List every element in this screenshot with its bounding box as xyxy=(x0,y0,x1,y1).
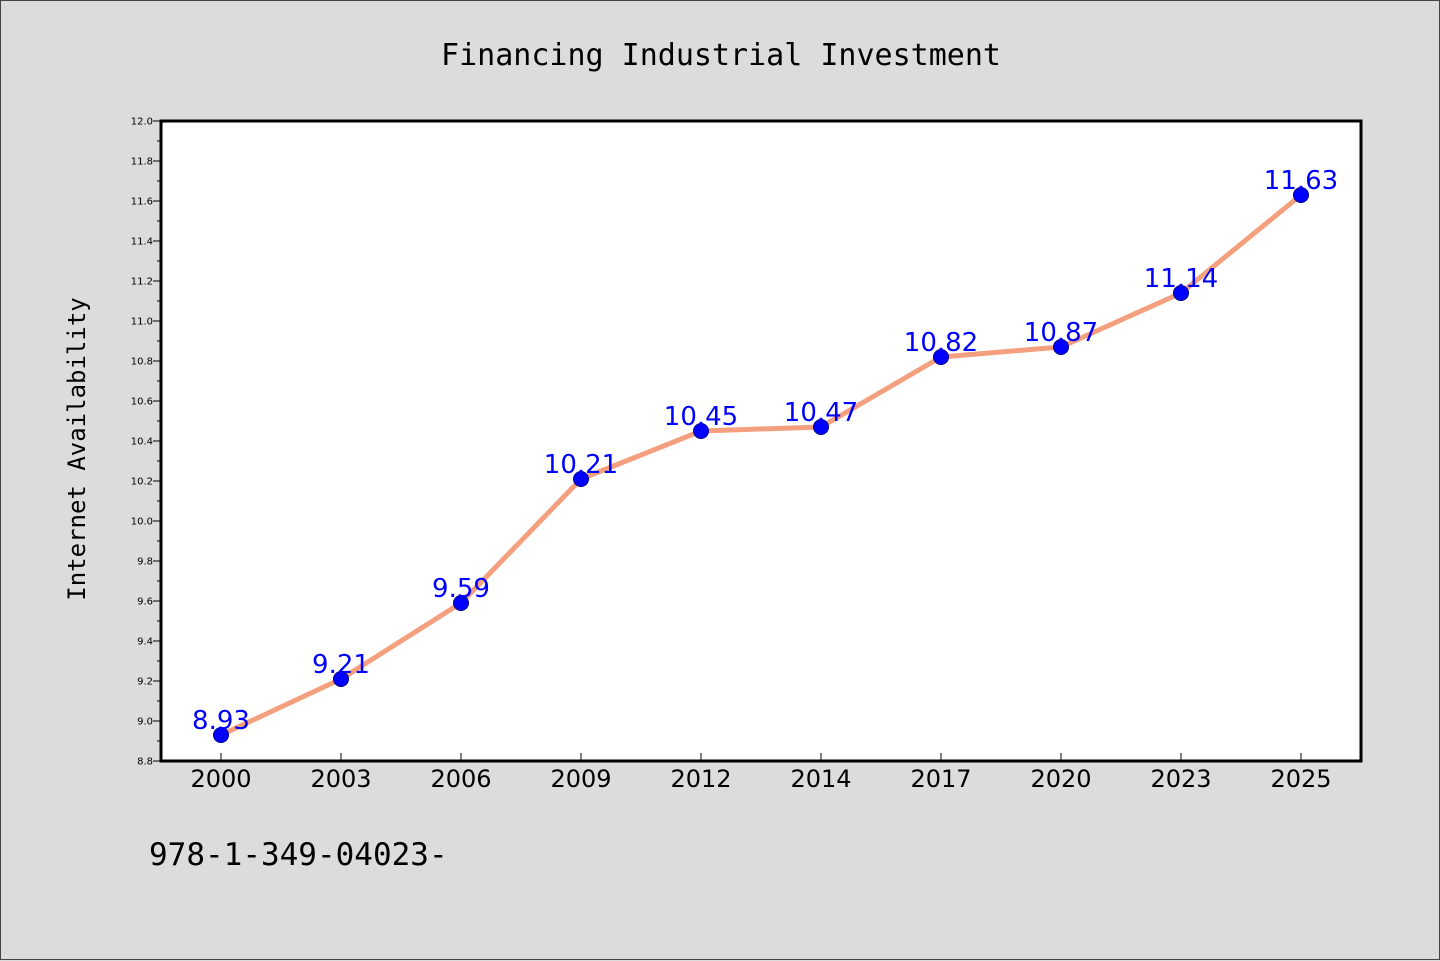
series-line xyxy=(218,192,1304,738)
x-tick-label: 2014 xyxy=(790,765,851,793)
data-label: 11.63 xyxy=(1264,166,1338,196)
x-axis: 2000 2003 2006 2009 2012 2014 2017 2020 2023 2025 xyxy=(190,753,1332,793)
data-point xyxy=(1293,187,1309,203)
y-tick-label: 11.8 xyxy=(131,157,153,168)
data-point xyxy=(1053,339,1069,355)
data-point xyxy=(1173,285,1189,301)
x-tick-label: 2003 xyxy=(310,765,371,793)
x-tick-label: 2017 xyxy=(910,765,971,793)
y-tick-label: 9.2 xyxy=(137,677,153,688)
data-point xyxy=(573,471,589,487)
data-point xyxy=(453,595,469,611)
y-tick-label: 8.8 xyxy=(137,757,153,768)
chart-title: Financing Industrial Investment xyxy=(441,38,1001,73)
y-axis: 8.8 9.0 9.2 9.4 9.6 9.8 10.0 10.2 10.4 10.6 10.8 11… xyxy=(131,117,161,768)
x-tick-label: 2000 xyxy=(190,765,251,793)
data-label: 10.82 xyxy=(904,328,978,358)
y-tick-label: 11.6 xyxy=(131,197,153,208)
y-tick-label: 11.0 xyxy=(131,317,153,328)
y-tick-label: 10.6 xyxy=(131,397,153,408)
footer-text: 978-1-349-04023- xyxy=(149,837,448,873)
data-label: 8.93 xyxy=(192,706,250,736)
series-layer xyxy=(213,187,1309,743)
data-label: 9.59 xyxy=(432,574,490,604)
y-axis-label: Internet Availability xyxy=(63,297,91,600)
x-tick-label: 2025 xyxy=(1270,765,1331,793)
y-tick-label: 9.0 xyxy=(137,717,153,728)
plot-area xyxy=(161,121,1361,761)
data-point xyxy=(813,419,829,435)
x-tick-label: 2009 xyxy=(550,765,611,793)
data-point xyxy=(933,349,949,365)
x-tick-label: 2012 xyxy=(670,765,731,793)
data-label: 10.47 xyxy=(784,398,858,428)
y-tick-label: 10.0 xyxy=(131,517,153,528)
x-tick-label: 2023 xyxy=(1150,765,1211,793)
data-point xyxy=(333,671,349,687)
y-tick-label: 11.4 xyxy=(131,237,153,248)
data-label: 10.87 xyxy=(1024,318,1098,348)
y-tick-label: 11.2 xyxy=(131,277,153,288)
y-tick-label: 10.2 xyxy=(131,477,153,488)
data-label-layer: 8.93 9.21 9.59 10.21 10.45 10.47 10.82 10.87 11.… xyxy=(192,166,1338,736)
data-label: 9.21 xyxy=(312,650,370,680)
data-label: 10.21 xyxy=(544,450,618,480)
data-point xyxy=(213,727,229,743)
y-tick-label: 9.4 xyxy=(137,637,153,648)
plot-frame xyxy=(159,119,1363,763)
y-tick-label: 12.0 xyxy=(131,117,153,128)
x-tick-label: 2020 xyxy=(1030,765,1091,793)
data-point xyxy=(693,423,709,439)
data-label: 10.45 xyxy=(664,402,738,432)
y-tick-label: 10.4 xyxy=(131,437,153,448)
y-tick-label: 9.6 xyxy=(137,597,153,608)
y-tick-label: 10.8 xyxy=(131,357,153,368)
y-tick-label: 9.8 xyxy=(137,557,153,568)
x-tick-label: 2006 xyxy=(430,765,491,793)
data-label: 11.14 xyxy=(1144,264,1218,294)
